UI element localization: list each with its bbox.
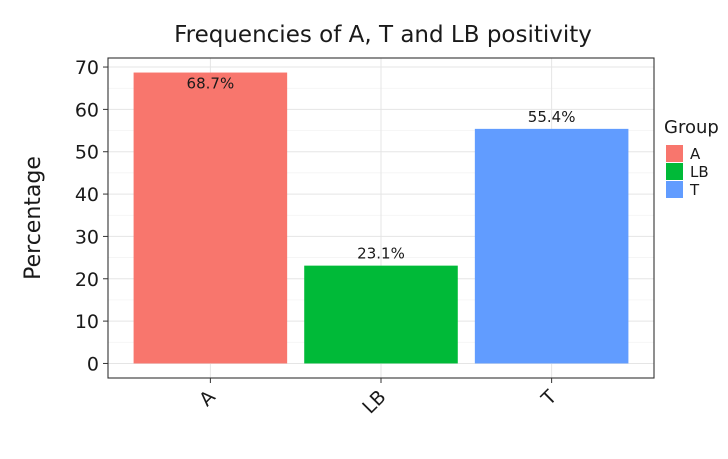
legend-label-T: T: [689, 181, 700, 199]
y-tick-label: 0: [87, 353, 99, 375]
y-tick-label: 60: [75, 99, 99, 121]
legend-label-A: A: [690, 145, 701, 163]
x-tick-label-A: A: [195, 386, 220, 411]
y-axis-label: Percentage: [21, 156, 46, 280]
bar-T: [474, 128, 629, 364]
y-tick-label: 50: [75, 142, 99, 164]
data-label-T: 55.4%: [528, 108, 576, 126]
data-labels: 68.7% 23.1% 55.4%: [187, 75, 576, 263]
y-tick-label: 10: [75, 311, 99, 333]
data-label-LB: 23.1%: [357, 245, 405, 263]
legend-title: Group: [664, 117, 719, 138]
bar-LB: [304, 265, 458, 364]
legend-swatch-T: [666, 181, 683, 198]
legend-swatch-A: [666, 145, 683, 162]
data-label-A: 68.7%: [187, 75, 235, 93]
legend-label-LB: LB: [690, 163, 709, 181]
y-tick-label: 20: [75, 269, 99, 291]
x-axis: A LB T: [195, 378, 561, 418]
legend-swatch-LB: [666, 163, 683, 180]
y-tick-label: 40: [75, 184, 99, 206]
x-tick-label-T: T: [537, 386, 562, 411]
x-tick-label-LB: LB: [358, 386, 390, 418]
y-tick-label: 30: [75, 226, 99, 248]
y-tick-label: 70: [75, 57, 99, 79]
y-axis: 0 10 20 30 40 50 60 70: [75, 57, 108, 375]
bars: [133, 72, 629, 364]
chart-title: Frequencies of A, T and LB positivity: [174, 22, 592, 48]
bar-A: [133, 72, 288, 364]
